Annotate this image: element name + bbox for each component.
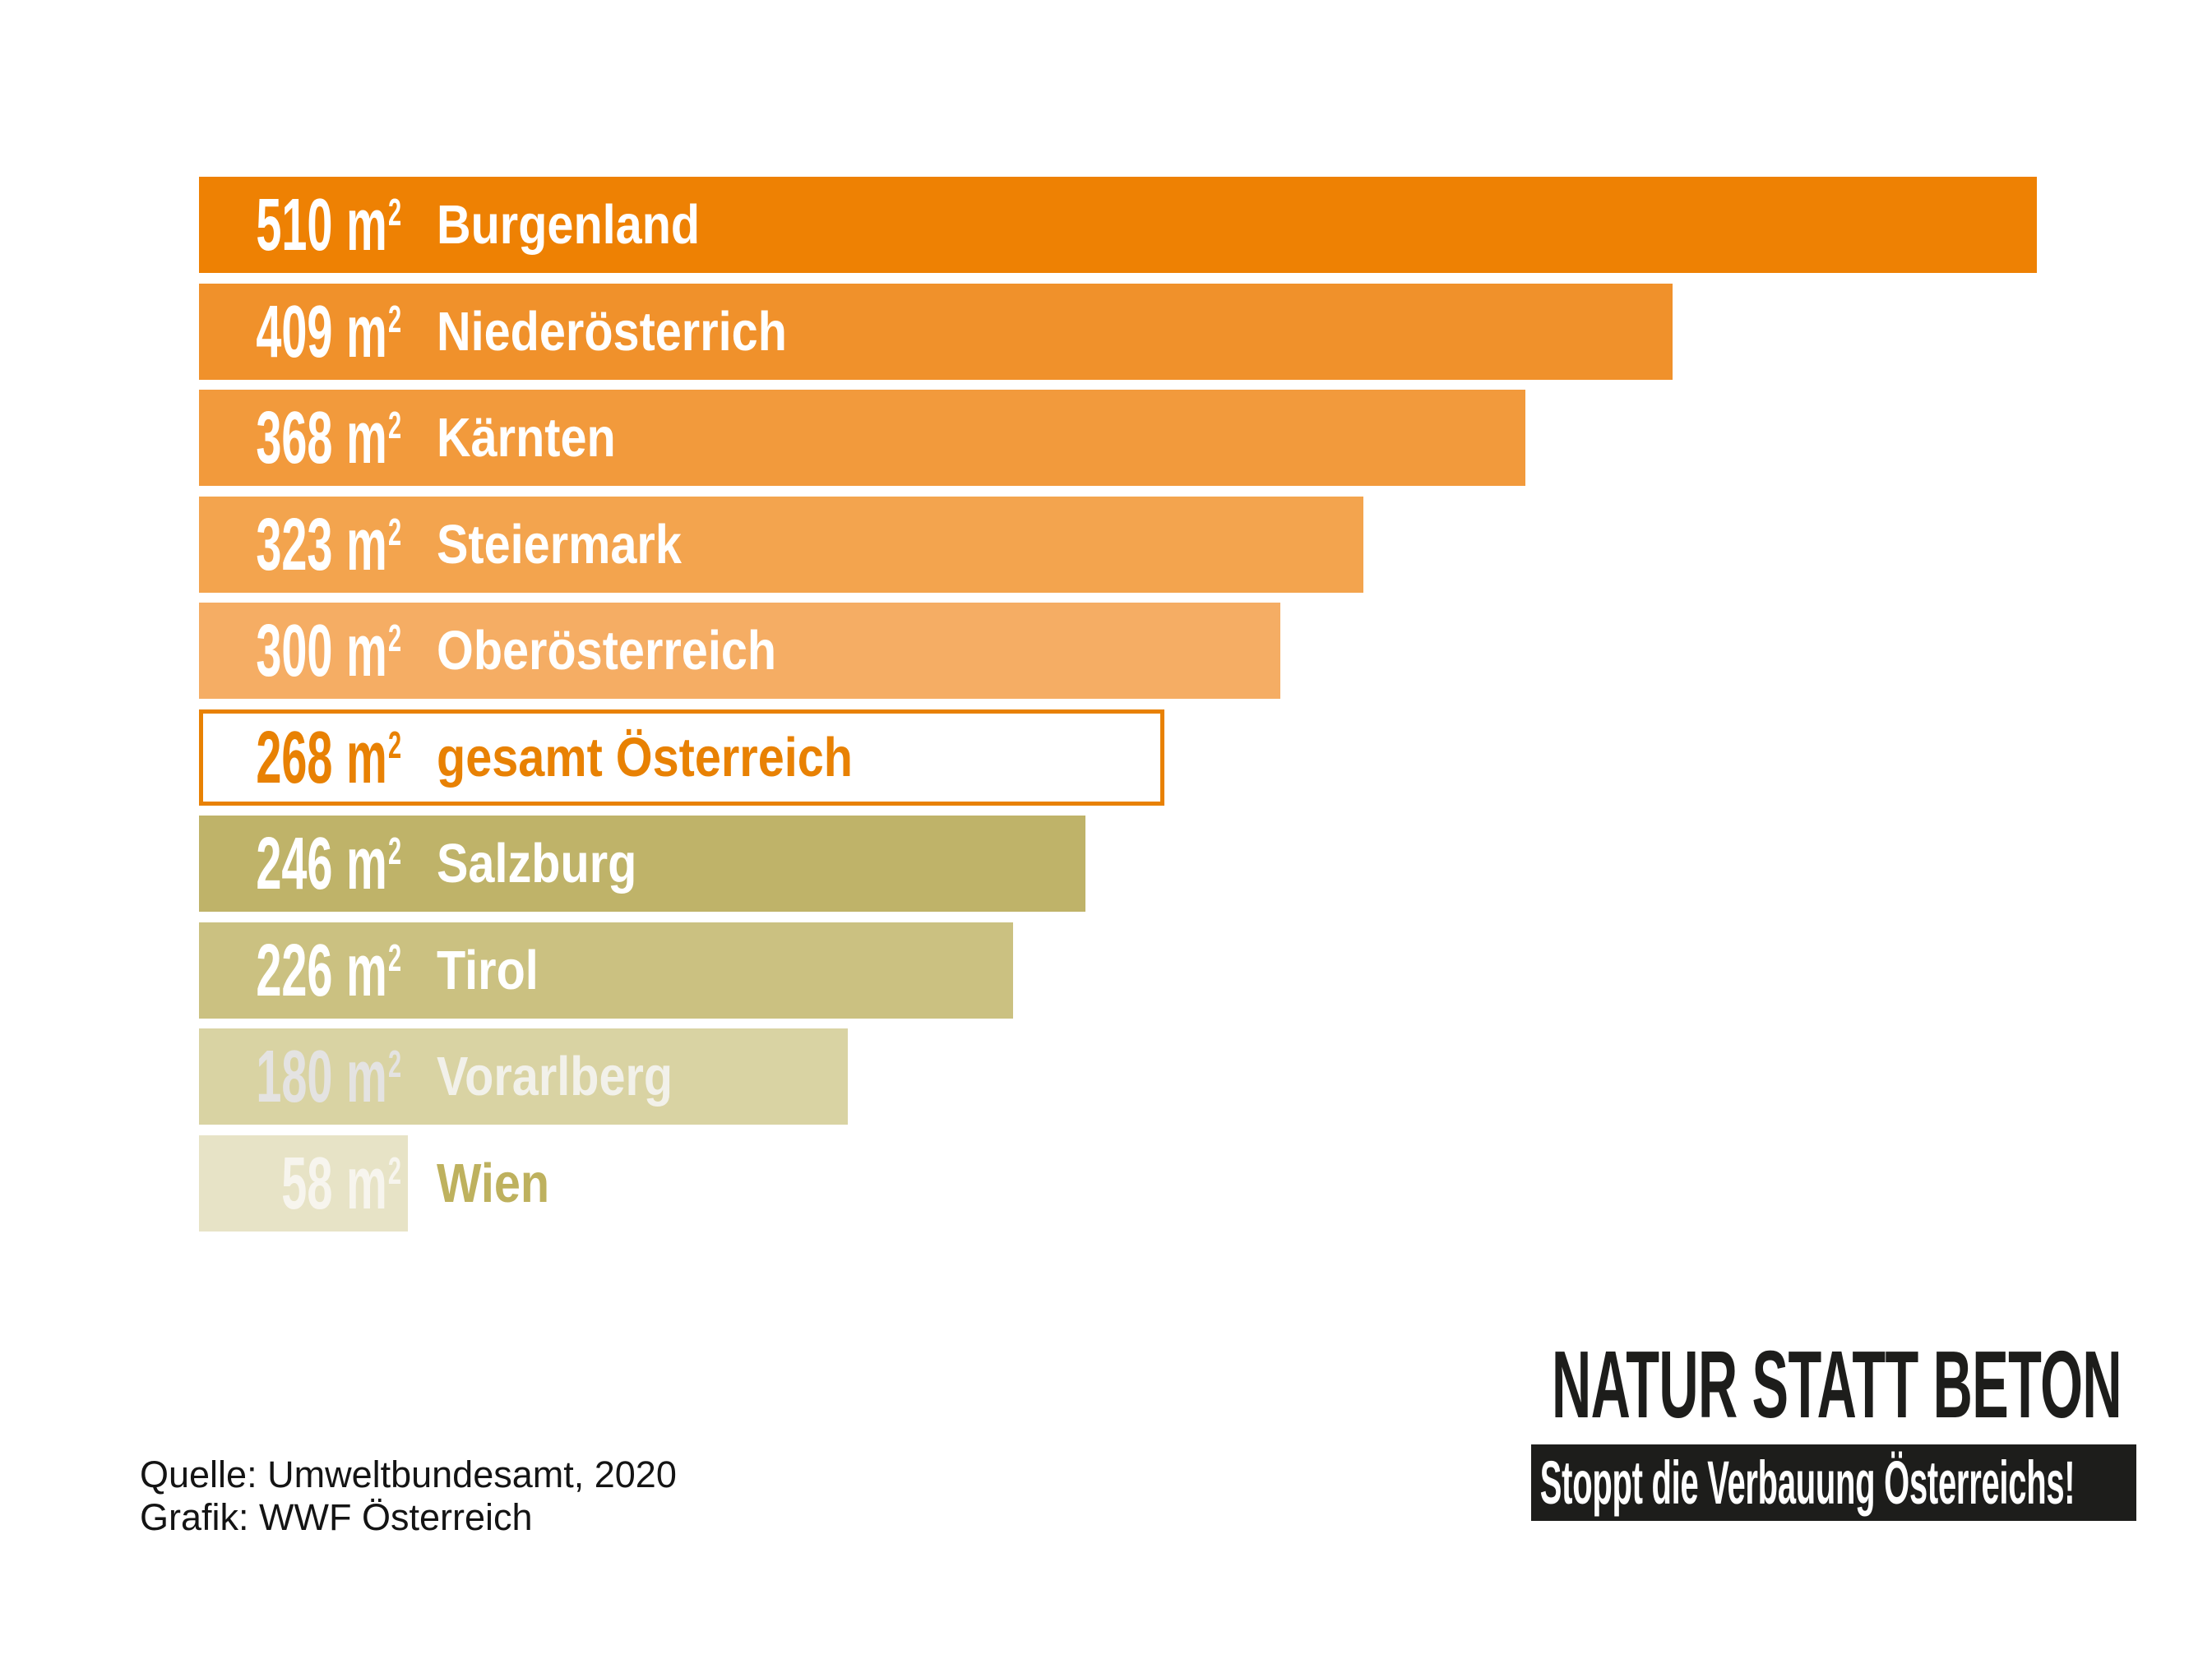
bar-value-wien: 58 m2 — [199, 1135, 401, 1232]
value-unit-exponent: 2 — [387, 404, 401, 447]
bar-value-text: 180 m2 — [256, 1040, 401, 1114]
campaign-subtitle-box: Stoppt die Verbauung Österreichs! — [1531, 1444, 2136, 1521]
bar-label-vorarlberg: Vorarlberg — [437, 1028, 711, 1125]
bar-value-text: 226 m2 — [256, 934, 401, 1008]
value-unit-exponent: 2 — [387, 1149, 401, 1193]
bar-value-oberoesterreich: 300 m2 — [199, 603, 401, 699]
bar-value-text: 323 m2 — [256, 508, 401, 582]
value-unit-exponent: 2 — [387, 1042, 401, 1086]
bar-value-text: 246 m2 — [256, 827, 401, 901]
bar-value-steiermark: 323 m2 — [199, 497, 401, 593]
value-number: 268 — [256, 716, 333, 799]
bar-label-wien: Wien — [437, 1135, 567, 1232]
bar-label-tirol: Tirol — [437, 922, 555, 1019]
value-number: 300 — [256, 609, 333, 692]
source-note: Quelle: Umweltbundesamt, 2020 Grafik: WW… — [140, 1453, 677, 1539]
bar-label-text: Niederösterrich — [437, 301, 787, 363]
bar-label-burgenland: Burgenland — [437, 177, 743, 273]
bar-label-text: Wien — [437, 1153, 550, 1214]
bar-label-steiermark: Steiermark — [437, 497, 721, 593]
bar-value-kaernten: 368 m2 — [199, 390, 401, 486]
bar-value-vorarlberg: 180 m2 — [199, 1028, 401, 1125]
bar-value-text: 510 m2 — [256, 188, 401, 262]
bar-row-wien: 58 m2 Wien — [199, 1135, 549, 1232]
value-number: 323 — [256, 503, 333, 586]
value-unit-exponent: 2 — [387, 298, 401, 341]
bar-row-steiermark: 323 m2 Steiermark — [199, 497, 1363, 593]
value-unit-exponent: 2 — [387, 723, 401, 767]
value-unit: m2 — [346, 396, 401, 479]
bar-value-text: 409 m2 — [256, 295, 401, 369]
bar-label-text: Oberösterreich — [437, 620, 777, 682]
bar-row-niederoesterrich: 409 m2 Niederösterrich — [199, 284, 1673, 380]
bar-label-salzburg: Salzburg — [437, 816, 669, 912]
bar-row-kaernten: 368 m2 Kärnten — [199, 390, 1525, 486]
value-unit: m2 — [346, 716, 401, 799]
value-unit: m2 — [346, 1142, 401, 1225]
value-number: 368 — [256, 396, 333, 479]
bar-value-text: 368 m2 — [256, 401, 401, 475]
bar-row-vorarlberg: 180 m2 Vorarlberg — [199, 1028, 848, 1125]
bar-row-salzburg: 246 m2 Salzburg — [199, 816, 1085, 912]
campaign-title: NATUR STATT BETON — [1552, 1331, 2122, 1438]
bar-row-oberoesterreich: 300 m2 Oberösterreich — [199, 603, 1280, 699]
bar-label-text: Burgenland — [437, 194, 701, 256]
bar-label-kaernten: Kärnten — [437, 390, 645, 486]
value-unit: m2 — [346, 183, 401, 266]
graphic-credit-line: Grafik: WWF Österreich — [140, 1496, 533, 1538]
value-number: 226 — [256, 929, 333, 1012]
value-unit: m2 — [346, 822, 401, 905]
bar-value-burgenland: 510 m2 — [199, 177, 401, 273]
value-unit-exponent: 2 — [387, 511, 401, 554]
bar-label-text: gesamt Österreich — [437, 727, 854, 788]
value-unit-exponent: 2 — [387, 936, 401, 980]
bar-label-text: Vorarlberg — [437, 1046, 673, 1107]
bar-value-text: 58 m2 — [281, 1147, 401, 1221]
campaign-subtitle: Stoppt die Verbauung Österreichs! — [1539, 1448, 2075, 1517]
value-unit-exponent: 2 — [387, 830, 401, 873]
value-unit-exponent: 2 — [387, 617, 401, 660]
bar-row-tirol: 226 m2 Tirol — [199, 922, 1013, 1019]
bar-value-gesamt-oesterreich: 268 m2 — [203, 714, 401, 802]
value-unit: m2 — [346, 1035, 401, 1118]
value-unit: m2 — [346, 609, 401, 692]
value-unit: m2 — [346, 929, 401, 1012]
value-unit: m2 — [346, 290, 401, 373]
value-number: 246 — [256, 822, 333, 905]
bar-label-niederoesterrich: Niederösterrich — [437, 284, 844, 380]
bar-row-burgenland: 510 m2 Burgenland — [199, 177, 2037, 273]
bar-value-salzburg: 246 m2 — [199, 816, 401, 912]
value-number: 180 — [256, 1035, 333, 1118]
bar-label-text: Steiermark — [437, 514, 682, 575]
value-number: 58 — [281, 1142, 333, 1225]
bar-label-oberoesterreich: Oberösterreich — [437, 603, 831, 699]
value-number: 510 — [256, 183, 333, 266]
bar-value-niederoesterrich: 409 m2 — [199, 284, 401, 380]
bar-value-tirol: 226 m2 — [199, 922, 401, 1019]
bar-value-text: 300 m2 — [256, 614, 401, 688]
bar-row-gesamt-oesterreich: 268 m2 gesamt Österreich — [199, 709, 1164, 806]
bar-label-gesamt-oesterreich: gesamt Österreich — [437, 714, 920, 802]
source-line: Quelle: Umweltbundesamt, 2020 — [140, 1453, 677, 1495]
bar-label-text: Salzburg — [437, 833, 637, 894]
bar-label-text: Tirol — [437, 940, 539, 1001]
bar-label-text: Kärnten — [437, 407, 616, 469]
value-number: 409 — [256, 290, 333, 373]
value-unit: m2 — [346, 503, 401, 586]
bar-value-text: 268 m2 — [256, 721, 401, 795]
value-unit-exponent: 2 — [387, 191, 401, 234]
